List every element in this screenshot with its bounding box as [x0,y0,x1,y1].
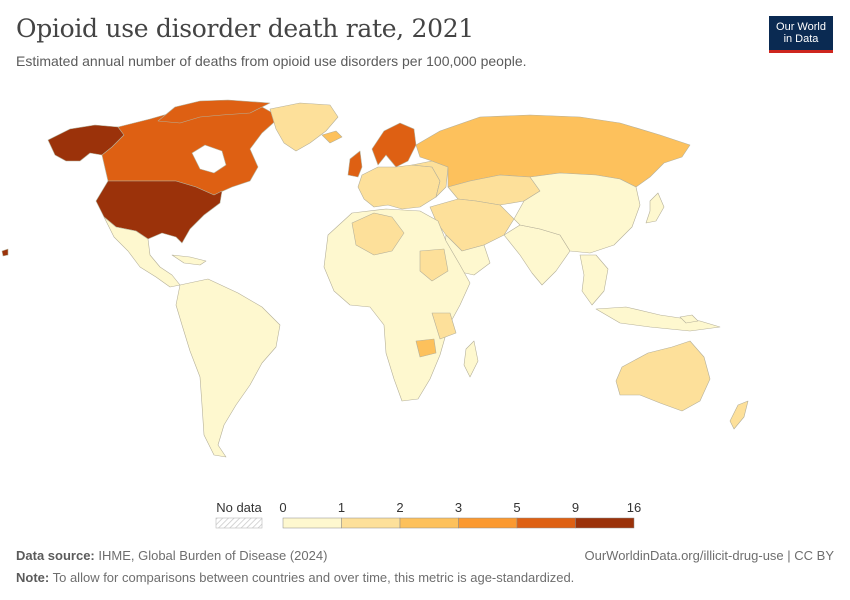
region-south-america[interactable] [175,278,281,458]
region-greenland[interactable] [269,102,339,152]
region-madagascar[interactable] [463,340,479,378]
map-legend: No data 0 1 2 3 5 9 16 [0,497,850,537]
source-url-link[interactable]: OurWorldinData.org/illicit-drug-use | CC… [584,548,835,563]
legend-bin-0-1[interactable] [282,517,342,529]
region-indonesia[interactable] [595,306,721,332]
world-map-svg [1,99,749,458]
region-mexico[interactable] [103,216,181,288]
logo-line-2: in Data [783,33,819,45]
footnote: Note: To allow for comparisons between c… [16,570,574,585]
legend-no-data-swatch [215,517,263,529]
region-zambia[interactable] [415,338,437,358]
legend-tick-label: 9 [572,500,579,515]
legend-bin-9-16[interactable] [575,517,635,529]
region-iceland[interactable] [321,130,343,144]
region-europe[interactable] [357,164,441,210]
legend-svg: No data 0 1 2 3 5 9 16 [215,500,641,529]
legend-tick-label: 2 [396,500,403,515]
legend-no-data-label: No data [216,500,262,515]
legend-tick-label: 5 [513,500,520,515]
data-source: Data source: IHME, Global Burden of Dise… [16,548,327,563]
chart-title: Opioid use disorder death rate, 2021 [16,14,474,43]
region-sudan[interactable] [419,248,449,282]
legend-bin-2-3[interactable] [399,517,459,529]
legend-tick-label: 3 [455,500,462,515]
region-united-kingdom[interactable] [347,150,363,178]
legend-bin-5-9[interactable] [516,517,576,529]
legend-tick-label: 1 [338,500,345,515]
region-japan[interactable] [645,192,665,224]
data-source-text: IHME, Global Burden of Disease (2024) [98,548,328,563]
region-tanzania[interactable] [431,312,457,340]
region-north-africa[interactable] [351,212,405,256]
footnote-text: To allow for comparisons between countri… [52,570,575,585]
hudson-bay [191,144,227,174]
region-canada-islands[interactable] [157,99,271,124]
region-new-zealand[interactable] [729,400,749,430]
region-australia[interactable] [615,340,711,412]
legend-bin-3-5[interactable] [458,517,518,529]
world-map[interactable] [0,95,850,495]
legend-bin-1-2[interactable] [341,517,401,529]
owid-logo[interactable]: Our World in Data [769,16,833,53]
region-hawaii[interactable] [1,248,9,257]
data-source-label: Data source: [16,548,95,563]
region-pacific-islands[interactable] [679,314,699,324]
legend-tick-label: 16 [627,500,641,515]
region-scandinavia[interactable] [371,122,417,168]
chart-subtitle: Estimated annual number of deaths from o… [16,53,527,69]
region-caribbean[interactable] [171,254,207,266]
region-east-asia[interactable] [513,172,641,254]
logo-line-1: Our World [776,21,826,33]
region-southeast-asia[interactable] [579,254,609,306]
footnote-label: Note: [16,570,50,585]
legend-tick-label: 0 [279,500,286,515]
